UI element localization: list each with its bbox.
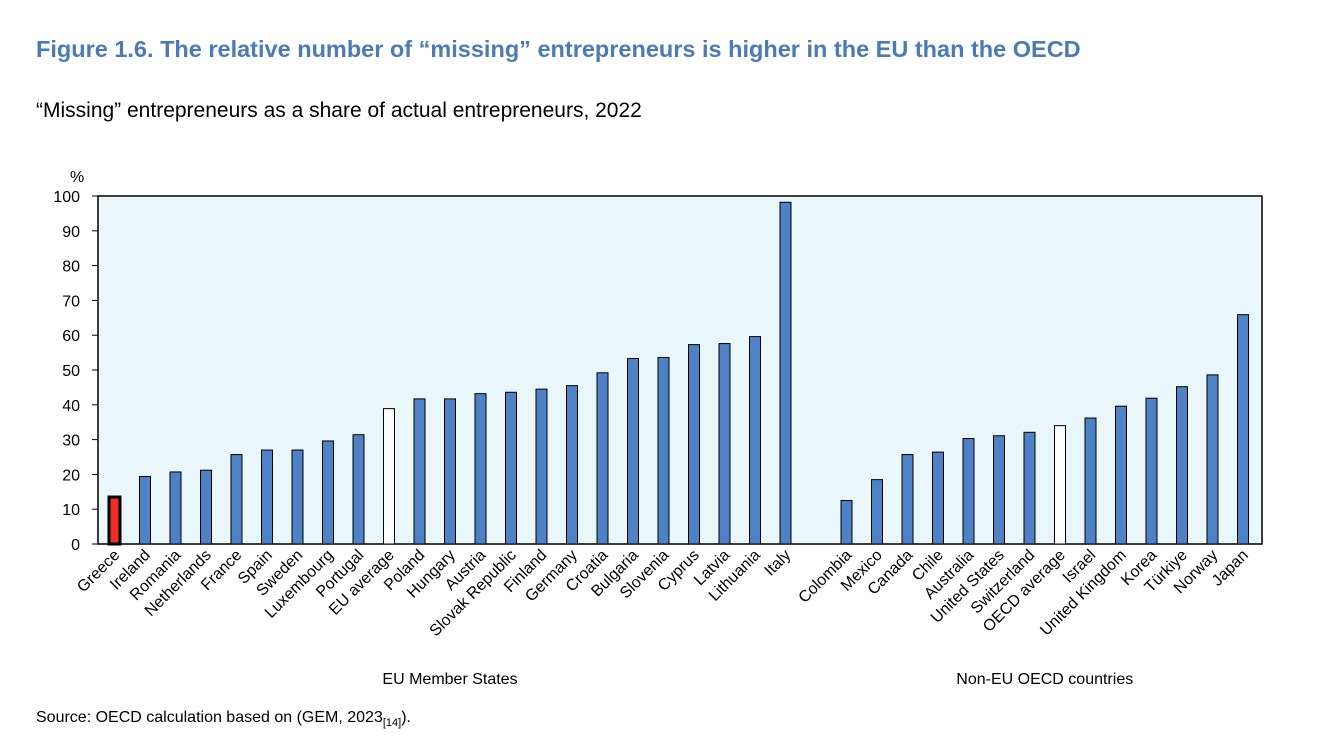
bar-bulgaria: [627, 358, 639, 545]
y-tick-label: 70: [62, 293, 80, 310]
y-tick-label: 50: [62, 363, 80, 380]
bar-romania: [169, 471, 182, 545]
bar-united-kingdom: [1115, 405, 1127, 545]
group-labels: EU Member States Non-EU OECD countries: [382, 671, 1133, 688]
bar-italy: [779, 201, 792, 545]
bar-korea: [1145, 397, 1158, 545]
x-axis-labels: GreeceIrelandRomaniaNetherlandsFranceSpa…: [74, 547, 1252, 640]
y-tick-label: 80: [62, 259, 80, 276]
bar-slovenia: [657, 356, 670, 545]
bar-germany: [566, 385, 578, 545]
bar-slovak-republic: [505, 391, 517, 545]
bar-france: [230, 454, 243, 545]
source-text: Source: OECD calculation based on (GEM, …: [36, 709, 383, 726]
bar-lithuania: [749, 336, 761, 545]
bar-hungary: [444, 398, 456, 545]
bar-cyprus: [688, 344, 700, 545]
bar-austria: [474, 393, 487, 545]
group-label-non-eu-oecd-countries: Non-EU OECD countries: [956, 671, 1133, 688]
y-tick-label: 40: [62, 398, 80, 415]
bar-turkiye: [1176, 386, 1188, 545]
bar-croatia: [596, 372, 609, 545]
group-label-eu-member-states: EU Member States: [382, 671, 517, 688]
figure-subtitle: “Missing” entrepreneurs as a share of ac…: [36, 99, 642, 122]
bar-ireland: [139, 475, 151, 545]
bar-sweden: [291, 449, 304, 545]
figure-title: Figure 1.6. The relative number of “miss…: [36, 36, 1081, 62]
bar-switzerland: [1023, 431, 1036, 545]
bar-luxembourg: [322, 440, 334, 545]
bar-chart: % 0 10 20 30 40 50 60 70 80 90 100 GreeceIrelandRom…: [53, 169, 1263, 688]
bar-chile: [932, 451, 944, 545]
bar-latvia: [718, 343, 731, 545]
bar-portugal: [352, 434, 365, 545]
bar-colombia: [840, 500, 853, 545]
bar-united-states: [993, 435, 1005, 545]
y-axis: % 0 10 20 30 40 50 60 70 80 90 100: [53, 169, 98, 554]
bar-mexico: [871, 479, 883, 545]
bar-norway: [1206, 374, 1219, 545]
y-tick-label: 20: [62, 467, 80, 484]
bar-eu-average: [383, 408, 395, 545]
bar-finland: [535, 388, 548, 545]
bar-netherlands: [200, 469, 212, 545]
x-label-italy: Italy: [762, 547, 795, 580]
bars: [107, 201, 1249, 546]
bar-israel: [1084, 417, 1097, 545]
bar-oecd-average: [1054, 425, 1066, 545]
bar-greece: [107, 495, 122, 546]
y-tick-label: 0: [71, 537, 80, 554]
y-tick-label: 10: [62, 502, 80, 519]
source-suffix: ).: [401, 709, 411, 726]
y-tick-label: 100: [53, 189, 80, 206]
bar-spain: [261, 449, 273, 545]
bar-poland: [413, 398, 426, 545]
y-axis-unit: %: [70, 169, 84, 186]
source-note: Source: OECD calculation based on (GEM, …: [36, 709, 411, 729]
y-tick-label: 60: [62, 328, 80, 345]
y-tick-label: 30: [62, 433, 80, 450]
bar-australia: [962, 438, 975, 545]
bar-japan: [1237, 314, 1249, 545]
bar-canada: [901, 454, 914, 545]
y-tick-label: 90: [62, 224, 80, 241]
source-ref: [14]: [382, 717, 402, 730]
